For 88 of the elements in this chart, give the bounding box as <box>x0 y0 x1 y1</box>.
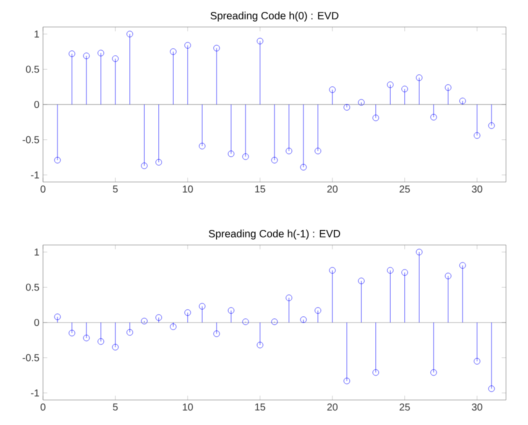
x-tick-label: 10 <box>182 186 193 193</box>
point <box>344 104 350 111</box>
x-tick-label: 20 <box>327 186 338 193</box>
point <box>444 84 452 91</box>
y-tick-label: -1 <box>31 172 39 178</box>
point <box>141 318 148 324</box>
point <box>112 344 119 350</box>
x-tick-label: 15 <box>255 186 266 192</box>
point <box>300 316 307 323</box>
point <box>459 98 466 104</box>
point <box>68 330 76 336</box>
x-tick-label: 5 <box>112 404 118 410</box>
point <box>430 114 437 120</box>
point <box>474 358 480 364</box>
x-tick-label: 15 <box>255 404 266 410</box>
point <box>98 338 104 345</box>
point <box>329 267 336 274</box>
point <box>314 148 322 154</box>
point <box>488 386 495 392</box>
point <box>198 142 206 150</box>
x-tick-label: 5 <box>112 186 118 192</box>
x-tick-label: 30 <box>472 186 482 193</box>
y-tick-label: 1 <box>34 248 39 256</box>
point <box>112 55 119 62</box>
point <box>54 156 61 164</box>
point <box>286 148 292 154</box>
chart-title: Spreading Code h(0) : EVD <box>210 12 338 22</box>
x-tick-label: 0 <box>40 404 46 411</box>
point <box>54 314 61 320</box>
point <box>184 309 191 316</box>
point <box>256 342 264 348</box>
point <box>416 74 422 81</box>
y-tick-label: 0.5 <box>26 66 40 73</box>
point <box>402 269 408 276</box>
x-tick-label: 0 <box>40 186 46 193</box>
x-tick-label: 10 <box>182 404 193 411</box>
point <box>83 52 90 60</box>
point <box>126 30 134 38</box>
point <box>314 307 322 314</box>
point <box>358 99 365 106</box>
chart-title: Spreading Code h(-1) : EVD <box>208 230 340 240</box>
x-tick-label: 30 <box>472 404 482 411</box>
point <box>198 303 206 310</box>
point <box>488 122 495 129</box>
point <box>98 50 104 56</box>
point <box>213 330 220 337</box>
point <box>68 50 76 57</box>
point <box>141 162 148 169</box>
point <box>372 114 379 122</box>
y-tick-label: 1 <box>34 30 39 38</box>
point <box>228 150 234 158</box>
point <box>300 164 307 170</box>
x-tick-label: 25 <box>400 186 410 193</box>
x-tick-label: 20 <box>327 404 338 411</box>
point <box>271 156 278 164</box>
point <box>271 318 278 325</box>
point <box>430 369 437 376</box>
point <box>156 159 162 166</box>
point <box>387 267 394 274</box>
y-tick-label: 0.5 <box>26 284 40 291</box>
y-tick-label: -0.5 <box>22 136 40 144</box>
point <box>459 262 466 269</box>
point <box>329 86 336 93</box>
y-tick-label: -1 <box>31 389 39 396</box>
point <box>170 48 176 55</box>
point <box>286 294 292 302</box>
point <box>184 42 191 49</box>
point <box>444 272 452 280</box>
point <box>170 324 176 330</box>
y-tick-label: -0.5 <box>22 354 40 362</box>
point <box>387 82 394 88</box>
point <box>228 307 234 314</box>
point <box>372 369 379 376</box>
point <box>402 86 408 92</box>
point <box>126 329 134 336</box>
x-tick-label: 25 <box>400 404 410 411</box>
point <box>474 132 480 139</box>
point <box>83 334 90 342</box>
y-tick-label: 0 <box>34 318 40 326</box>
point <box>358 278 365 284</box>
point <box>156 314 162 321</box>
point <box>416 248 422 256</box>
y-tick-label: 0 <box>34 100 40 108</box>
point <box>213 44 220 52</box>
point <box>242 318 249 325</box>
point <box>242 153 249 160</box>
point <box>256 38 264 44</box>
point <box>344 378 350 384</box>
